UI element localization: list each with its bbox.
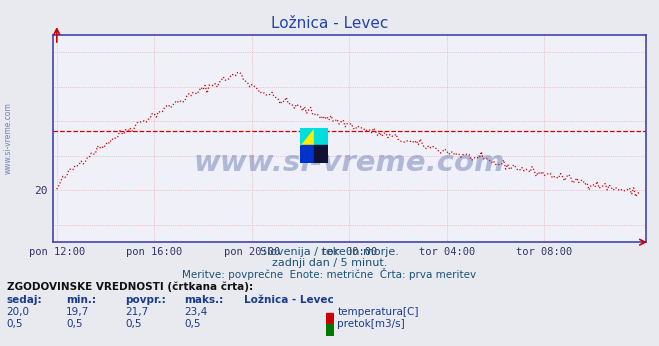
Bar [326, 313, 333, 323]
Bar [326, 325, 333, 335]
Bar [314, 145, 328, 163]
Bar [300, 145, 314, 163]
Text: povpr.:: povpr.: [125, 295, 166, 305]
Polygon shape [300, 128, 314, 145]
Text: maks.:: maks.: [185, 295, 224, 305]
Text: 23,4: 23,4 [185, 307, 208, 317]
Text: Slovenija / reke in morje.: Slovenija / reke in morje. [260, 247, 399, 257]
Text: 0,5: 0,5 [125, 319, 142, 329]
Text: zadnji dan / 5 minut.: zadnji dan / 5 minut. [272, 258, 387, 268]
Text: Meritve: povprečne  Enote: metrične  Črta: prva meritev: Meritve: povprečne Enote: metrične Črta:… [183, 268, 476, 280]
Text: 0,5: 0,5 [7, 319, 23, 329]
Bar [314, 128, 328, 145]
Text: min.:: min.: [66, 295, 96, 305]
Text: www.si-vreme.com: www.si-vreme.com [3, 102, 13, 174]
Bar [300, 128, 314, 145]
Text: 0,5: 0,5 [66, 319, 82, 329]
Text: pretok[m3/s]: pretok[m3/s] [337, 319, 405, 329]
Text: 20,0: 20,0 [7, 307, 30, 317]
Text: 0,5: 0,5 [185, 319, 201, 329]
Text: 19,7: 19,7 [66, 307, 89, 317]
Text: 21,7: 21,7 [125, 307, 148, 317]
Text: www.si-vreme.com: www.si-vreme.com [194, 149, 505, 177]
Text: sedaj:: sedaj: [7, 295, 42, 305]
Text: ZGODOVINSKE VREDNOSTI (črtkana črta):: ZGODOVINSKE VREDNOSTI (črtkana črta): [7, 282, 252, 292]
Text: Ložnica - Levec: Ložnica - Levec [244, 295, 333, 305]
Text: Ložnica - Levec: Ložnica - Levec [271, 16, 388, 30]
Text: temperatura[C]: temperatura[C] [337, 307, 419, 317]
